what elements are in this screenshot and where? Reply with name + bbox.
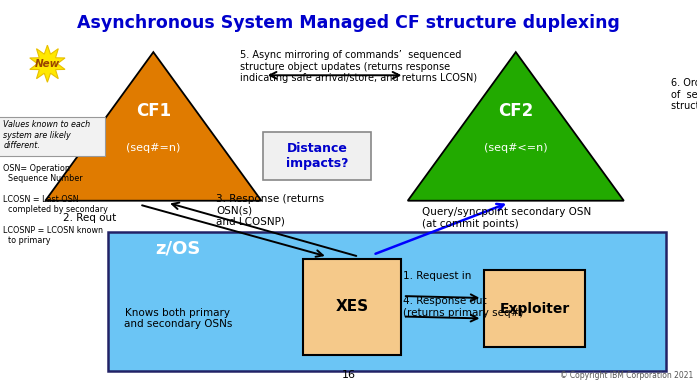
Text: Knows both primary
and secondary OSNs: Knows both primary and secondary OSNs xyxy=(123,308,232,329)
FancyBboxPatch shape xyxy=(108,232,666,371)
Polygon shape xyxy=(408,52,624,201)
FancyBboxPatch shape xyxy=(0,117,105,156)
Text: 4. Response out
(returns primary seq#): 4. Response out (returns primary seq#) xyxy=(403,296,523,318)
Text: 5. Async mirroring of commands’  sequenced
structure object updates (returns res: 5. Async mirroring of commands’ sequence… xyxy=(240,50,477,83)
FancyBboxPatch shape xyxy=(263,132,371,181)
Text: XES: XES xyxy=(335,300,369,314)
Text: CF1: CF1 xyxy=(136,102,171,120)
Text: 16: 16 xyxy=(342,370,355,380)
Text: 1. Request in: 1. Request in xyxy=(403,271,471,281)
FancyBboxPatch shape xyxy=(303,259,401,355)
Polygon shape xyxy=(45,52,261,201)
Text: Distance
impacts?: Distance impacts? xyxy=(286,142,348,170)
Text: (seq#<=n): (seq#<=n) xyxy=(484,143,548,152)
FancyBboxPatch shape xyxy=(484,270,585,347)
Text: © Copyright IBM Corporation 2021: © Copyright IBM Corporation 2021 xyxy=(560,371,694,380)
Text: 2. Req out: 2. Req out xyxy=(63,213,116,223)
Text: Query/syncpoint secondary OSN
(at commit points): Query/syncpoint secondary OSN (at commit… xyxy=(422,207,591,229)
Text: LCOSNP = LCOSN known
  to primary: LCOSNP = LCOSN known to primary xyxy=(3,226,103,245)
Text: New: New xyxy=(35,59,60,69)
Polygon shape xyxy=(30,45,65,82)
Text: 6. Ordered execution
of  sequenced
structure updates: 6. Ordered execution of sequenced struct… xyxy=(671,78,697,111)
Text: Exploiter: Exploiter xyxy=(500,302,570,316)
Text: Values known to each
system are likely
different.: Values known to each system are likely d… xyxy=(3,120,91,150)
Text: 3. Response (returns
OSN(s)
and LCOSNP): 3. Response (returns OSN(s) and LCOSNP) xyxy=(216,194,324,227)
Text: Asynchronous System Managed CF structure duplexing: Asynchronous System Managed CF structure… xyxy=(77,14,620,32)
Text: z/OS: z/OS xyxy=(155,240,201,258)
Text: LCOSN = Last OSN
  completed by secondary: LCOSN = Last OSN completed by secondary xyxy=(3,195,108,214)
Text: CF2: CF2 xyxy=(498,102,533,120)
Text: OSN= Operation
  Sequence Number: OSN= Operation Sequence Number xyxy=(3,164,83,183)
Text: (seq#=n): (seq#=n) xyxy=(126,143,181,152)
